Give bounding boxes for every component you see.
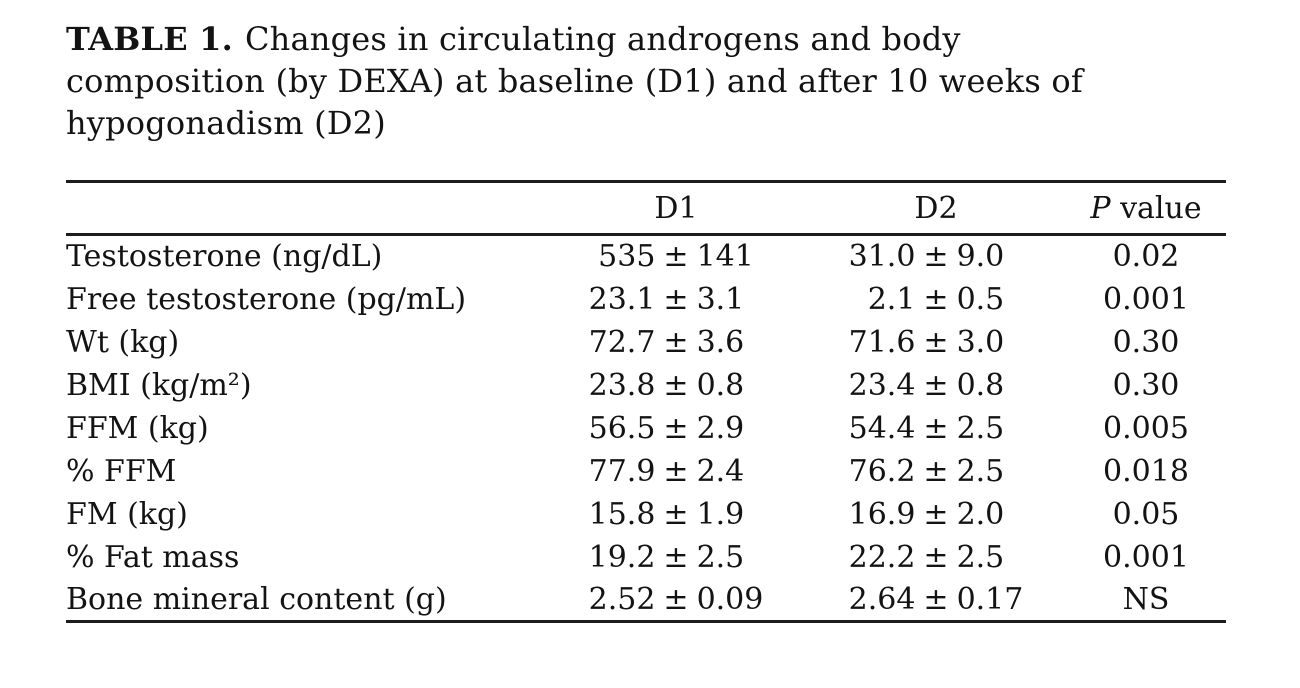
table-row: FM (kg) 15.8 ±1.9 16.9 ±2.0 0.05 xyxy=(66,493,1226,536)
table-row: Bone mineral content (g) 2.52 ±0.09 2.64 ±… xyxy=(66,579,1226,622)
p-value: 0.001 xyxy=(1103,281,1189,317)
table-row: Free testosterone (pg/mL) 23.1 ±3.1 2.1 ±0… xyxy=(66,278,1226,321)
table-row: FFM (kg) 56.5 ±2.9 54.4 ±2.5 0.005 xyxy=(66,407,1226,450)
plus-minus-symbol: ± xyxy=(663,239,689,275)
table-body: Testosterone (ng/dL) 535 ±141 31.0 ±9.0 0.… xyxy=(66,235,1226,622)
plus-minus-symbol: ± xyxy=(663,324,689,360)
caption-line-1: TABLE 1. Changes in circulating androgens… xyxy=(66,18,1226,60)
table-caption: TABLE 1. Changes in circulating androgens… xyxy=(66,18,1226,144)
row-label: FFM (kg) xyxy=(66,410,209,446)
plus-minus-symbol: ± xyxy=(923,281,949,317)
header-p-italic: P xyxy=(1090,190,1111,226)
row-label: % Fat mass xyxy=(66,539,240,575)
d2-value: 2.64 ±0.17 xyxy=(848,581,1024,617)
d2-value: 71.6 ±3.0 xyxy=(848,324,1005,360)
caption-text-3: hypogonadism (D2) xyxy=(66,104,386,142)
d1-value: 77.9 ±2.4 xyxy=(588,453,745,489)
d1-value: 19.2 ±2.5 xyxy=(588,539,745,575)
plus-minus-symbol: ± xyxy=(923,410,949,446)
header-d1: D1 xyxy=(546,181,806,236)
d2-value: 2.1 ±0.5 xyxy=(867,281,1005,317)
header-row: D1 D2 P value xyxy=(66,181,1226,236)
plus-minus-symbol: ± xyxy=(663,281,689,317)
table-row: Testosterone (ng/dL) 535 ±141 31.0 ±9.0 0.… xyxy=(66,235,1226,278)
d2-value: 31.0 ±9.0 xyxy=(848,239,1005,275)
plus-minus-symbol: ± xyxy=(923,324,949,360)
d2-value: 16.9 ±2.0 xyxy=(848,496,1005,532)
row-label: Wt (kg) xyxy=(66,324,180,360)
table-number-label: TABLE 1. xyxy=(66,20,233,58)
plus-minus-symbol: ± xyxy=(663,367,689,403)
table-header: D1 D2 P value xyxy=(66,181,1226,236)
header-d2: D2 xyxy=(806,181,1066,236)
header-row-label xyxy=(66,181,546,236)
row-label: FM (kg) xyxy=(66,496,188,532)
d1-value: 15.8 ±1.9 xyxy=(588,496,745,532)
p-value: 0.30 xyxy=(1112,324,1180,360)
d1-value: 72.7 ±3.6 xyxy=(588,324,745,360)
plus-minus-symbol: ± xyxy=(663,496,689,532)
d2-value: 22.2 ±2.5 xyxy=(848,539,1005,575)
d1-value: 535 ±141 xyxy=(598,239,754,275)
p-value: 0.018 xyxy=(1103,453,1189,489)
data-table: D1 D2 P value Testosterone (ng/dL) 535 ±1… xyxy=(66,180,1226,623)
table-row: Wt (kg) 72.7 ±3.6 71.6 ±3.0 0.30 xyxy=(66,321,1226,364)
row-label: Free testosterone (pg/mL) xyxy=(66,281,467,317)
d1-value: 23.8 ±0.8 xyxy=(588,367,745,403)
plus-minus-symbol: ± xyxy=(663,453,689,489)
row-label: % FFM xyxy=(66,453,177,489)
p-value: 0.001 xyxy=(1103,539,1189,575)
p-value: 0.02 xyxy=(1112,239,1180,275)
row-label: BMI (kg/m²) xyxy=(66,367,252,403)
row-label: Bone mineral content (g) xyxy=(66,581,447,617)
header-p-rest: value xyxy=(1110,190,1202,226)
plus-minus-symbol: ± xyxy=(923,453,949,489)
d1-value: 2.52 ±0.09 xyxy=(588,581,764,617)
row-label: Testosterone (ng/dL) xyxy=(66,239,383,275)
plus-minus-symbol: ± xyxy=(923,367,949,403)
plus-minus-symbol: ± xyxy=(923,581,949,617)
d1-value: 56.5 ±2.9 xyxy=(588,410,745,446)
p-value: NS xyxy=(1122,581,1170,617)
d2-value: 23.4 ±0.8 xyxy=(848,367,1005,403)
plus-minus-symbol: ± xyxy=(663,539,689,575)
plus-minus-symbol: ± xyxy=(923,239,949,275)
caption-text-2: composition (by DEXA) at baseline (D1) a… xyxy=(66,62,1083,100)
d2-value: 76.2 ±2.5 xyxy=(848,453,1005,489)
p-value: 0.005 xyxy=(1103,410,1189,446)
table-row: BMI (kg/m²) 23.8 ±0.8 23.4 ±0.8 0.30 xyxy=(66,364,1226,407)
p-value: 0.30 xyxy=(1112,367,1180,403)
header-p-value: P value xyxy=(1066,181,1226,236)
p-value: 0.05 xyxy=(1112,496,1180,532)
paper-table-figure: TABLE 1. Changes in circulating androgens… xyxy=(66,18,1226,623)
plus-minus-symbol: ± xyxy=(663,410,689,446)
plus-minus-symbol: ± xyxy=(663,581,689,617)
table-row: % Fat mass 19.2 ±2.5 22.2 ±2.5 0.001 xyxy=(66,536,1226,579)
d2-value: 54.4 ±2.5 xyxy=(848,410,1005,446)
d1-value: 23.1 ±3.1 xyxy=(588,281,745,317)
table-row: % FFM 77.9 ±2.4 76.2 ±2.5 0.018 xyxy=(66,450,1226,493)
plus-minus-symbol: ± xyxy=(923,496,949,532)
caption-text-1: Changes in circulating androgens and bod… xyxy=(244,20,961,58)
plus-minus-symbol: ± xyxy=(923,539,949,575)
